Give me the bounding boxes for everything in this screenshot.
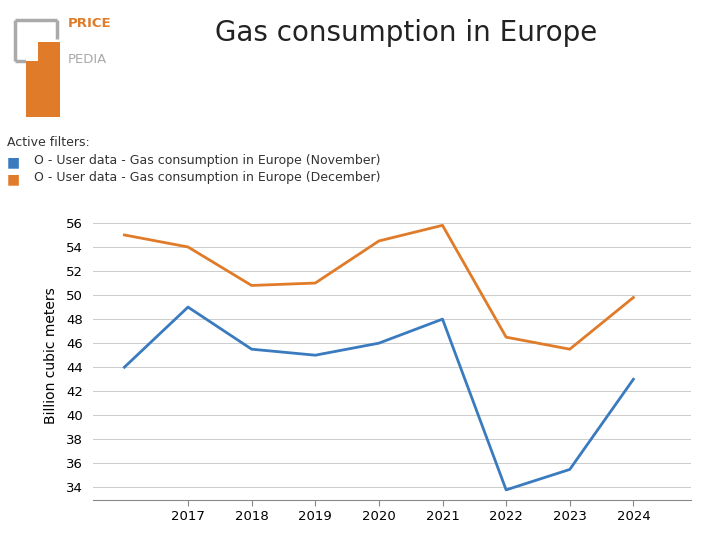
Text: O - User data - Gas consumption in Europe (November): O - User data - Gas consumption in Europ… [34,154,381,167]
Text: Gas consumption in Europe: Gas consumption in Europe [215,19,597,47]
Text: O - User data - Gas consumption in Europe (December): O - User data - Gas consumption in Europ… [34,171,381,184]
Text: Active filters:: Active filters: [7,136,90,149]
Y-axis label: Billion cubic meters: Billion cubic meters [43,287,58,423]
Text: ■: ■ [7,155,20,169]
Bar [26,97,61,117]
Text: ■: ■ [7,172,20,186]
Text: PRICE: PRICE [68,17,112,29]
Text: PEDIA: PEDIA [68,53,108,66]
Bar [26,42,61,100]
Bar [26,42,38,61]
